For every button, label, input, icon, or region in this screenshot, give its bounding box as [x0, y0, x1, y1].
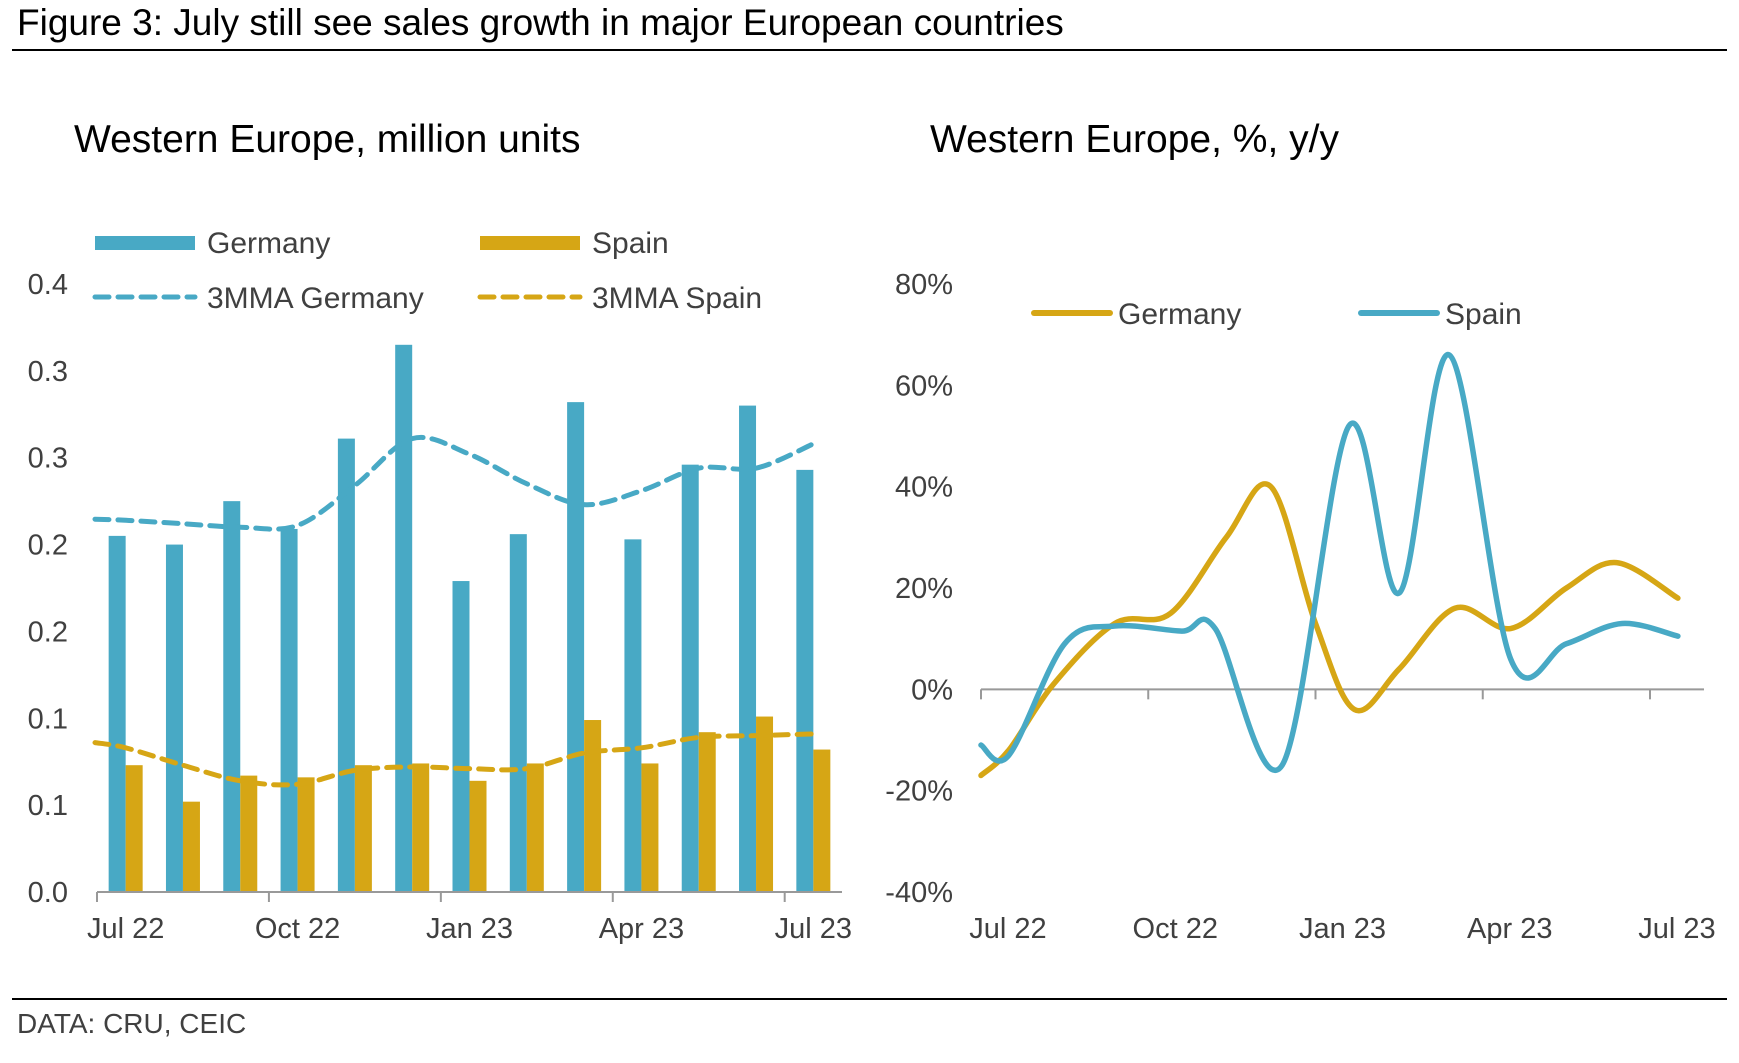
left-y-tick-label: 0.4 [28, 269, 68, 301]
legend-mma-germany-label: 3MMA Germany [207, 282, 424, 315]
spain-bar [125, 765, 143, 892]
germany-bar [280, 528, 298, 892]
germany-yoy-line [978, 481, 1681, 779]
spain-bar [469, 780, 487, 892]
left-y-tick-label: 0.2 [28, 530, 68, 562]
left-x-tick-label: Jul 23 [775, 913, 852, 945]
legend-germany-label: Germany [207, 227, 330, 260]
legend-mma-spain-label: 3MMA Spain [592, 282, 762, 315]
footer-rule [12, 998, 1727, 1000]
germany-bar [739, 405, 757, 892]
figure-title: Figure 3: July still see sales growth in… [17, 2, 1064, 43]
left-x-tick-label: Apr 23 [599, 913, 684, 945]
left-y-tick-label: 0.3 [28, 356, 68, 388]
spain-bar [297, 777, 315, 892]
data-source: DATA: CRU, CEIC [17, 1008, 247, 1039]
left-y-tick-label: 0.1 [28, 703, 68, 735]
right-x-tick-label: Jul 22 [969, 913, 1046, 945]
spain-bar [182, 801, 200, 892]
spain-bar [584, 720, 602, 892]
spain-bar [240, 775, 258, 892]
right-chart-title: Western Europe, %, y/y [930, 118, 1339, 161]
left-y-tick-label: 0.2 [28, 616, 68, 648]
germany-bar [796, 469, 814, 892]
right-x-tick-label: Jul 23 [1638, 913, 1715, 945]
spain-bar [813, 749, 831, 892]
germany-bar [108, 535, 126, 892]
right-y-tick-label: 40% [895, 472, 953, 504]
right-y-tick-label: 60% [895, 370, 953, 402]
title-rule [12, 49, 1727, 51]
germany-bar [337, 438, 355, 892]
mma-germany-line [92, 434, 816, 532]
legend-spain-label: Spain [592, 227, 669, 260]
right-x-tick-label: Jan 23 [1299, 913, 1386, 945]
left-y-tick-label: 0.3 [28, 443, 68, 475]
legend-germany-yoy-label: Germany [1118, 298, 1241, 331]
left-chart-title: Western Europe, million units [74, 118, 581, 161]
germany-bar [395, 344, 413, 892]
spain-bar [526, 763, 544, 892]
germany-bar [452, 581, 470, 892]
germany-bar [624, 539, 642, 892]
germany-bar [223, 501, 241, 892]
germany-bar [567, 402, 585, 892]
spain-yoy-line [978, 352, 1681, 773]
germany-bar [509, 534, 527, 892]
right-x-tick-label: Oct 22 [1133, 913, 1218, 945]
germany-bar [165, 544, 183, 892]
spain-bar [354, 765, 372, 892]
right-y-tick-label: 0% [911, 674, 953, 706]
spain-bar [698, 732, 716, 892]
spain-bar [412, 763, 430, 892]
right-y-tick-label: 80% [895, 269, 953, 301]
left-y-tick-label: 0.0 [28, 877, 68, 909]
right-y-tick-label: -20% [885, 776, 953, 808]
spain-bar [756, 716, 774, 892]
legend-spain-swatch [480, 236, 580, 250]
germany-bar [681, 464, 699, 892]
legend-germany-swatch [95, 236, 195, 250]
right-y-tick-label: -40% [885, 877, 953, 909]
mma-spain-line [92, 731, 816, 788]
spain-bar [641, 763, 659, 892]
left-x-tick-label: Oct 22 [255, 913, 340, 945]
legend-spain-yoy-label: Spain [1445, 298, 1522, 331]
right-x-tick-label: Apr 23 [1467, 913, 1552, 945]
left-x-tick-label: Jan 23 [426, 913, 513, 945]
left-y-tick-label: 0.1 [28, 790, 68, 822]
right-y-tick-label: 20% [895, 573, 953, 605]
left-x-tick-label: Jul 22 [87, 913, 164, 945]
